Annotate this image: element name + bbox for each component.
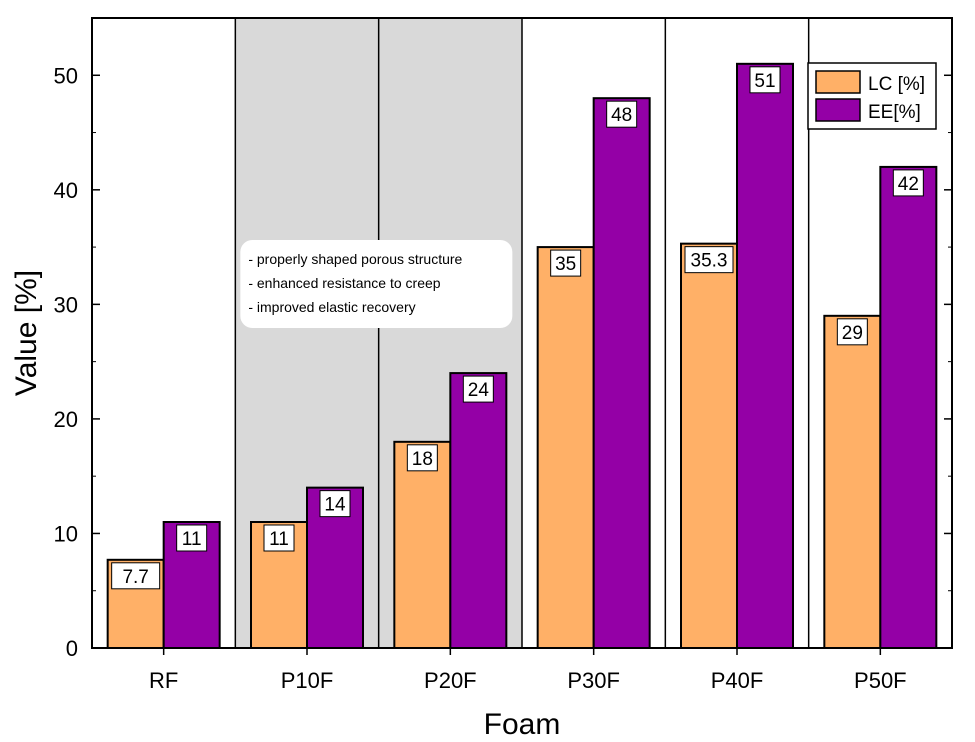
legend-label: LC [%] bbox=[868, 74, 925, 95]
data-label: 35.3 bbox=[691, 251, 728, 272]
bar-ee-p50f bbox=[879, 165, 938, 649]
annotation-box bbox=[240, 240, 513, 328]
data-label: 29 bbox=[842, 323, 863, 344]
data-label-box bbox=[319, 490, 351, 518]
bar-lc-p40f bbox=[680, 242, 738, 649]
annotation-line: - enhanced resistance to creep bbox=[248, 275, 440, 291]
data-label: 18 bbox=[412, 449, 433, 470]
data-label-box bbox=[111, 562, 161, 590]
data-label: 24 bbox=[468, 380, 490, 401]
data-label: 11 bbox=[182, 529, 202, 550]
bar-lc-p50f bbox=[823, 314, 882, 649]
data-label-box bbox=[406, 444, 438, 472]
bar-ee-p30f bbox=[592, 97, 651, 649]
y-tick-label: 10 bbox=[54, 521, 78, 546]
x-tick-label: P30F bbox=[567, 668, 620, 693]
data-label-box bbox=[684, 246, 734, 274]
legend-swatch bbox=[815, 98, 861, 122]
data-label: 42 bbox=[898, 174, 919, 195]
data-label-box bbox=[176, 524, 208, 552]
x-tick-label: P40F bbox=[711, 668, 764, 693]
data-label-box bbox=[606, 100, 638, 128]
bar-ee-p20f bbox=[449, 372, 508, 649]
bar-ee-p40f bbox=[736, 62, 794, 650]
data-label-box bbox=[836, 318, 868, 346]
data-label-box bbox=[263, 524, 295, 552]
x-tick-label: P50F bbox=[854, 668, 907, 693]
annotation-line: - properly shaped porous structure bbox=[248, 251, 462, 267]
y-tick-label: 0 bbox=[66, 636, 78, 661]
data-label: 48 bbox=[611, 105, 632, 126]
x-tick-label: P10F bbox=[281, 668, 334, 693]
y-tick-label: 40 bbox=[54, 178, 78, 203]
data-label: 35 bbox=[555, 254, 576, 275]
y-tick-label: 50 bbox=[54, 63, 78, 88]
legend-label: EE[%] bbox=[868, 102, 921, 123]
data-label: 14 bbox=[324, 495, 346, 516]
data-label-box bbox=[462, 375, 494, 403]
data-label: 11 bbox=[269, 529, 289, 550]
data-label-box bbox=[550, 249, 582, 277]
data-label: 51 bbox=[754, 71, 775, 92]
data-label-box bbox=[892, 169, 924, 197]
legend-swatch bbox=[815, 70, 861, 94]
y-axis-title: Value [%] bbox=[10, 270, 43, 396]
bar-lc-p20f bbox=[393, 440, 452, 649]
data-label-box bbox=[749, 66, 781, 94]
annotation-line: - improved elastic recovery bbox=[248, 299, 415, 315]
y-tick-label: 30 bbox=[54, 292, 78, 317]
x-tick-label: RF bbox=[149, 668, 178, 693]
bar-lc-p30f bbox=[536, 246, 595, 649]
data-label: 7.7 bbox=[122, 567, 148, 588]
x-axis-title: Foam bbox=[484, 708, 561, 741]
x-tick-label: P20F bbox=[424, 668, 477, 693]
plot-frame bbox=[91, 17, 953, 649]
y-tick-label: 20 bbox=[54, 407, 78, 432]
